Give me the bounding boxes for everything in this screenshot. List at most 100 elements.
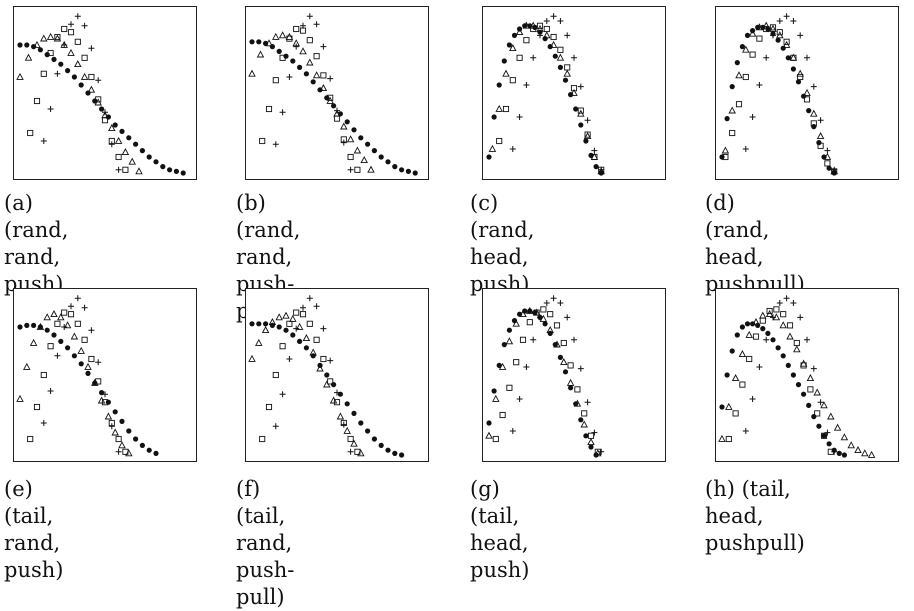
point-triangle — [360, 156, 368, 164]
point-filled-circle — [765, 330, 771, 336]
point-triangle — [827, 412, 835, 420]
scatter-f — [248, 295, 405, 458]
point-square — [509, 77, 516, 84]
point-filled-circle — [297, 64, 303, 70]
point-square — [347, 435, 354, 443]
point-plus — [313, 303, 320, 310]
point-filled-circle — [392, 164, 398, 170]
point-filled-circle — [392, 450, 398, 456]
point-square — [265, 403, 273, 411]
point-square — [587, 432, 595, 439]
point-filled-circle — [290, 332, 296, 338]
point-square — [725, 435, 732, 443]
point-triangle — [505, 337, 514, 345]
point-triangle — [594, 449, 602, 457]
point-plus — [74, 295, 81, 302]
point-filled-circle — [112, 122, 118, 128]
point-plus — [584, 117, 591, 124]
point-filled-circle — [31, 322, 37, 328]
point-plus — [770, 314, 776, 321]
point-filled-circle — [126, 135, 132, 141]
point-triangle — [769, 24, 777, 32]
point-filled-circle — [719, 154, 725, 160]
point-filled-circle — [256, 321, 262, 327]
point-plus — [47, 106, 54, 112]
point-triangle — [752, 318, 760, 326]
point-plus — [74, 13, 81, 20]
point-filled-circle — [331, 382, 337, 388]
point-plus — [306, 13, 313, 20]
point-plus — [783, 13, 790, 20]
point-triangle — [261, 326, 270, 334]
point-square — [591, 153, 598, 161]
point-triangle — [319, 84, 328, 92]
point-triangle — [282, 311, 290, 319]
point-square — [564, 64, 571, 71]
point-triangle — [295, 322, 304, 330]
point-triangle — [23, 362, 31, 370]
point-filled-circle — [378, 442, 384, 448]
point-square — [95, 378, 102, 385]
point-square — [817, 142, 824, 149]
point-square — [513, 359, 520, 366]
point-filled-circle — [146, 154, 152, 160]
point-square — [115, 153, 122, 161]
point-square — [557, 46, 564, 53]
point-filled-circle — [351, 127, 357, 133]
point-triangle — [509, 44, 517, 52]
point-plus — [272, 141, 279, 148]
point-square — [735, 101, 743, 108]
point-triangle — [833, 423, 842, 431]
point-plus — [40, 138, 47, 144]
point-triangle — [346, 135, 355, 143]
point-filled-circle — [358, 420, 364, 426]
point-filled-circle — [371, 148, 377, 154]
point-triangle — [515, 28, 524, 36]
point-square — [807, 386, 814, 393]
point-plus — [550, 295, 557, 302]
point-plus — [783, 295, 790, 302]
point-plus — [817, 117, 824, 124]
point-plus — [81, 22, 88, 29]
caption-a: (a) (rand, rand, push) — [4, 191, 69, 296]
point-triangle — [840, 433, 849, 441]
point-filled-circle — [780, 353, 786, 359]
point-triangle — [498, 362, 507, 370]
point-plus — [68, 303, 74, 310]
point-square — [259, 435, 266, 443]
point-filled-circle — [324, 95, 330, 101]
point-square — [776, 29, 783, 36]
point-square — [81, 336, 88, 343]
point-triangle — [285, 32, 294, 40]
point-plus — [286, 74, 293, 80]
point-square — [122, 166, 129, 173]
point-square — [40, 371, 47, 379]
point-square — [61, 25, 68, 33]
point-triangle — [272, 32, 280, 40]
point-plus — [790, 300, 797, 306]
point-triangle — [803, 88, 811, 96]
point-square — [756, 35, 763, 42]
point-triangle — [779, 321, 787, 329]
point-filled-circle — [119, 128, 125, 134]
point-triangle — [721, 146, 730, 154]
point-triangle — [553, 340, 561, 348]
point-triangle — [104, 412, 113, 420]
point-filled-circle — [811, 124, 817, 130]
point-filled-circle — [598, 170, 604, 176]
point-filled-circle — [51, 332, 57, 338]
point-triangle — [91, 378, 99, 386]
point-filled-circle — [486, 420, 492, 426]
point-square — [820, 432, 828, 439]
point-triangle — [40, 34, 48, 42]
point-plus — [340, 421, 347, 428]
point-triangle — [33, 40, 41, 48]
point-plus — [68, 21, 74, 28]
point-square — [27, 129, 34, 137]
point-plus — [327, 357, 334, 364]
point-square — [320, 72, 327, 79]
point-filled-circle — [99, 106, 105, 112]
point-square — [550, 33, 557, 41]
point-square — [732, 410, 739, 417]
point-square — [759, 317, 766, 324]
